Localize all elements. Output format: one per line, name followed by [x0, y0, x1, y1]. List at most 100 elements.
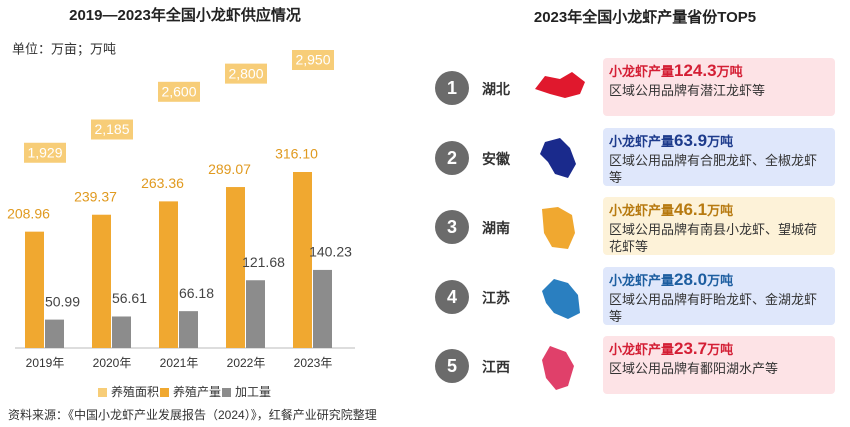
metric-label: 小龙虾产量: [609, 64, 675, 79]
ranking-row: 1 湖北 小龙虾产量124.3万吨 区域公用品牌有潜江龙虾等: [430, 58, 845, 120]
bar: [293, 172, 312, 348]
metric-label: 小龙虾产量: [609, 133, 675, 149]
bar-label: 239.37: [74, 188, 117, 204]
bar: [92, 214, 111, 348]
info-card: 小龙虾产量124.3万吨 区域公用品牌有潜江龙虾等: [603, 58, 835, 116]
metric-line: 小龙虾产量28.0万吨: [609, 270, 829, 291]
chart-title: 2019—2023年全国小龙虾供应情况: [69, 6, 301, 24]
province-map: [542, 278, 580, 319]
bar-label: 121.68: [242, 254, 285, 270]
metric-value: 23.7: [674, 339, 708, 358]
province: 江苏: [482, 289, 510, 306]
province-map: [542, 207, 575, 249]
ranking-row: 2 安徽 小龙虾产量63.9万吨 区域公用品牌有合肥龙虾、全椒龙虾等: [430, 127, 845, 190]
province: 湖北: [482, 81, 510, 97]
area-label: 1,929: [27, 144, 62, 160]
unit-note: 单位：万亩；万吨: [12, 41, 116, 57]
area-label-box: [158, 81, 200, 102]
province-map: [535, 72, 585, 98]
metric-label: 小龙虾产量: [609, 203, 675, 218]
area-label: 2,800: [228, 65, 263, 81]
map-shape: [542, 346, 574, 390]
bar: [226, 187, 245, 348]
metric-unit: 万吨: [707, 272, 734, 288]
rank-badge: 2: [435, 140, 469, 175]
province-map: [542, 346, 574, 390]
chart: 2019—2023年全国小龙虾供应情况 单位：万亩；万吨 资料来源：《中国小龙虾…: [7, 6, 377, 422]
bar: [246, 280, 265, 348]
info-card: 小龙虾产量46.1万吨 区域公用品牌有南县小龙虾、望城荷花虾等: [603, 197, 835, 255]
metric-line: 小龙虾产量46.1万吨: [609, 200, 829, 221]
description: 区域公用品牌有潜江龙虾等: [609, 83, 766, 98]
x-tick-label: 2021年: [160, 356, 199, 370]
metric-line: 小龙虾产量63.9万吨: [609, 131, 829, 152]
description: 区域公用品牌有合肥龙虾、全椒龙虾等: [609, 152, 818, 185]
province-map: [540, 137, 576, 178]
x-tick-label: 2022年: [227, 356, 266, 370]
x-tick-label: 2020年: [93, 356, 132, 370]
bar-label: 56.61: [112, 290, 147, 306]
area-label-box: [292, 50, 334, 70]
bar-label: 50.99: [45, 293, 80, 309]
bar: [179, 311, 198, 348]
rank-badge: 5: [435, 349, 469, 383]
bar-label: 140.23: [309, 244, 352, 260]
metric-unit: 万吨: [707, 342, 734, 357]
legend-swatch: [160, 388, 169, 397]
province: 湖南: [482, 220, 510, 236]
metric-value: 28.0: [674, 269, 708, 289]
ranking-row: 5 江西 小龙虾产量23.7万吨 区域公用品牌有鄱阳湖水产等: [430, 336, 845, 398]
info-card: 小龙虾产量28.0万吨 区域公用品牌有盱眙龙虾、金湖龙虾等: [603, 266, 835, 325]
rank-badge: 3: [435, 210, 469, 244]
bar: [25, 231, 44, 348]
area-label: 2,600: [161, 83, 196, 99]
x-tick-label: 2019年: [26, 356, 65, 370]
ranking-row: 3 湖南 小龙虾产量46.1万吨 区域公用品牌有南县小龙虾、望城荷花虾等: [430, 197, 845, 259]
rank-badge: 1: [435, 71, 469, 105]
bar-label: 208.96: [7, 205, 50, 221]
legend-swatch: [222, 388, 231, 397]
area-label-box: [91, 119, 133, 140]
x-tick-label: 2023年: [294, 356, 333, 370]
metric-value: 63.9: [674, 130, 708, 150]
description: 区域公用品牌有鄱阳湖水产等: [609, 361, 779, 376]
info-card: 小龙虾产量23.7万吨 区域公用品牌有鄱阳湖水产等: [603, 336, 835, 394]
legend-label: 养殖面积: [111, 384, 159, 399]
metric-unit: 万吨: [707, 133, 734, 149]
ranking-row: 4 江苏 小龙虾产量28.0万吨 区域公用品牌有盱眙龙虾、金湖龙虾等: [430, 266, 845, 329]
legend-label: 养殖产量: [173, 384, 221, 399]
metric-unit: 万吨: [716, 64, 743, 79]
province: 安徽: [482, 150, 510, 167]
bar: [45, 319, 64, 348]
metric-value: 46.1: [674, 200, 708, 219]
bar-label: 66.18: [179, 285, 214, 301]
metric-label: 小龙虾产量: [609, 342, 675, 357]
map-shape: [540, 137, 576, 178]
bar-label: 289.07: [208, 161, 251, 177]
source: 资料来源：《中国小龙虾产业发展报告（2024）》，红餐产业研究院整理: [8, 407, 377, 422]
metric-line: 小龙虾产量124.3万吨: [609, 61, 829, 82]
info-card: 小龙虾产量63.9万吨 区域公用品牌有合肥龙虾、全椒龙虾等: [603, 127, 835, 186]
bar-label: 316.10: [275, 146, 318, 162]
description: 区域公用品牌有盱眙龙虾、金湖龙虾等: [609, 291, 818, 324]
area-label: 2,950: [295, 52, 330, 68]
metric-value: 124.3: [674, 61, 717, 80]
area-label-box: [24, 142, 66, 163]
legend-label: 加工量: [235, 385, 271, 399]
area-label-box: [225, 63, 267, 84]
bar: [112, 316, 131, 348]
legend-swatch: [98, 388, 107, 397]
ranking-title: 2023年全国小龙虾产量省份TOP5: [533, 9, 757, 26]
map-shape: [535, 72, 585, 98]
bar: [313, 269, 332, 348]
map-shape: [542, 207, 575, 249]
rank-badge: 4: [435, 279, 469, 314]
province: 江西: [482, 359, 510, 375]
metric-line: 小龙虾产量23.7万吨: [609, 339, 829, 360]
metric-unit: 万吨: [707, 203, 734, 218]
metric-label: 小龙虾产量: [609, 272, 675, 288]
bar: [159, 201, 178, 348]
bar-label: 263.36: [141, 175, 184, 191]
map-shape: [542, 278, 580, 319]
